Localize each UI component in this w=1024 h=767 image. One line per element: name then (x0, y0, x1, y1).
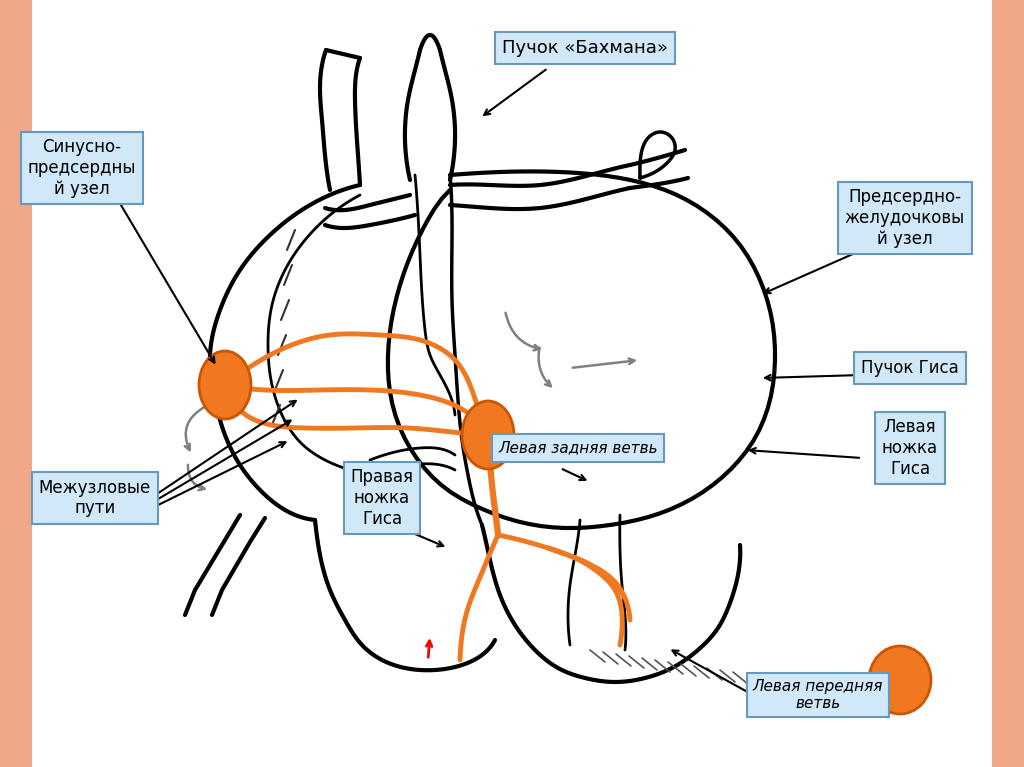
Text: Синусно-
предсердны
й узел: Синусно- предсердны й узел (28, 138, 136, 198)
Bar (0, 0, 32, 767)
Text: Левая передняя
ветвь: Левая передняя ветвь (753, 679, 883, 711)
Ellipse shape (869, 646, 931, 714)
Text: Пучок Гиса: Пучок Гиса (861, 359, 958, 377)
Text: Межузловые
пути: Межузловые пути (39, 479, 152, 518)
Text: Левая
ножка
Гиса: Левая ножка Гиса (882, 418, 938, 478)
Bar (992, 0, 1024, 767)
Text: Правая
ножка
Гиса: Правая ножка Гиса (350, 468, 414, 528)
Text: Пучок «Бахмана»: Пучок «Бахмана» (502, 39, 668, 57)
Ellipse shape (462, 401, 514, 469)
Ellipse shape (199, 351, 251, 419)
Text: Предсердно-
желудочковы
й узел: Предсердно- желудочковы й узел (845, 188, 966, 248)
Text: Левая задняя ветвь: Левая задняя ветвь (499, 440, 657, 456)
